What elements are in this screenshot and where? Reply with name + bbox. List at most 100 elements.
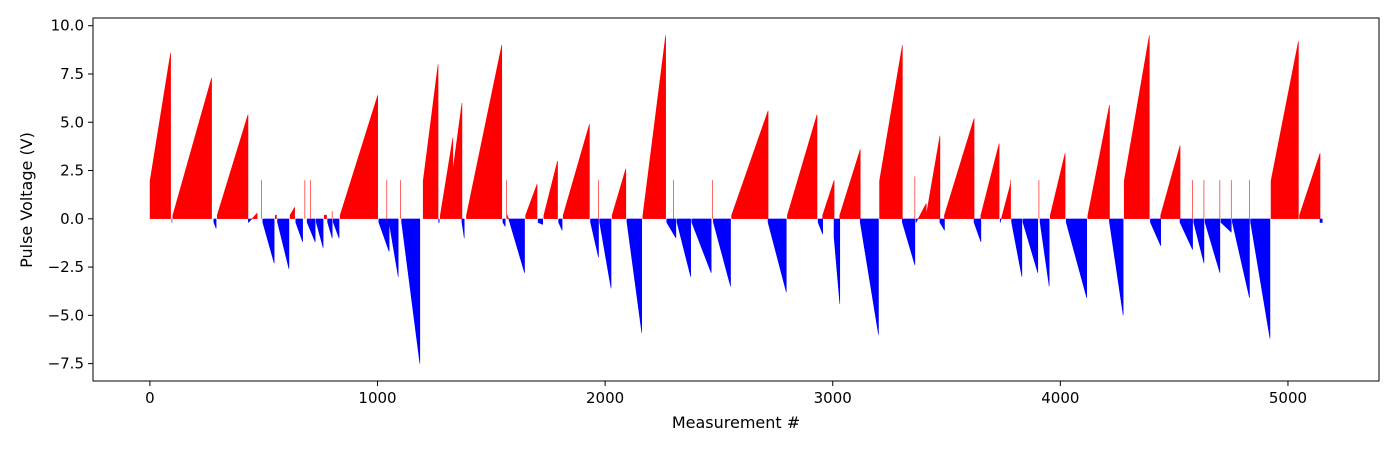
x-tick-label: 5000 (1269, 389, 1307, 407)
data-bar (1064, 153, 1066, 219)
data-bar (673, 180, 674, 219)
data-bar (1037, 218, 1039, 273)
data-bar (561, 218, 563, 231)
data-bar (386, 180, 388, 219)
data-bar (1298, 41, 1299, 219)
data-bar (542, 218, 544, 225)
data-bar (944, 218, 945, 231)
data-bar (914, 176, 916, 219)
data-bar (1086, 218, 1088, 298)
x-tick-label: 3000 (814, 389, 852, 407)
data-bar (397, 218, 399, 277)
y-tick-label: 5.0 (60, 113, 84, 131)
bars-group (149, 35, 1323, 364)
x-axis-ticks: 0 1000 2000 3000 4000 5000 (145, 381, 1307, 407)
data-bar (1048, 218, 1050, 287)
data-bar (859, 149, 861, 219)
data-bar (917, 218, 919, 220)
data-bar (1021, 218, 1023, 277)
data-bar (1230, 180, 1232, 219)
data-bar (1000, 218, 1002, 220)
data-bar (273, 218, 275, 264)
y-tick-label: 2.5 (60, 162, 84, 180)
data-bar (998, 143, 1000, 219)
data-bar (276, 214, 277, 219)
data-bar (589, 124, 590, 219)
data-bar (247, 114, 249, 219)
data-bar (1179, 145, 1181, 219)
data-bar (925, 203, 927, 219)
data-bar (331, 211, 333, 219)
data-bar (1321, 218, 1323, 223)
data-bar (504, 218, 506, 227)
x-axis-label: Measurement # (672, 413, 800, 432)
data-bar (463, 218, 465, 239)
data-bar (1203, 218, 1205, 264)
data-bar (501, 45, 503, 219)
data-bar (1219, 218, 1221, 273)
data-bar (839, 218, 841, 304)
y-tick-label: −7.5 (48, 355, 84, 373)
data-bar (710, 218, 712, 273)
data-bar (833, 180, 835, 219)
data-bar (536, 184, 538, 219)
data-bar (816, 114, 818, 219)
data-bar (1160, 218, 1161, 246)
y-tick-label: 0.0 (60, 210, 84, 228)
x-tick-label: 4000 (1041, 389, 1079, 407)
y-tick-label: 7.5 (60, 65, 84, 83)
data-bar (1249, 218, 1250, 298)
data-bar (388, 218, 390, 252)
data-bar (506, 180, 507, 219)
data-bar (256, 213, 258, 219)
data-bar (902, 45, 903, 219)
data-bar (314, 218, 316, 242)
data-bar (419, 218, 421, 364)
data-bar (331, 218, 333, 239)
data-bar (973, 118, 975, 219)
y-tick-label: −5.0 (48, 306, 84, 324)
x-tick-label: 0 (145, 389, 155, 407)
data-bar (1203, 180, 1205, 219)
data-bar (939, 135, 941, 219)
data-bar (730, 218, 731, 287)
data-bar (1038, 180, 1040, 219)
data-bar (524, 218, 525, 273)
data-bar (1122, 218, 1124, 316)
data-bar (1109, 104, 1110, 219)
data-bar (1192, 218, 1193, 250)
data-bar (690, 218, 691, 277)
data-bar (822, 218, 823, 235)
data-bar (437, 64, 439, 219)
y-axis-ticks: 10.07.55.02.50.0−2.5−5.0−7.5 (48, 17, 93, 373)
data-bar (785, 218, 787, 293)
data-bar (711, 180, 713, 219)
data-bar (170, 52, 171, 219)
data-bar (557, 160, 558, 219)
data-bar (400, 180, 401, 219)
data-bar (171, 218, 173, 223)
y-tick-label: −2.5 (48, 258, 84, 276)
data-bar (294, 207, 295, 219)
data-bar (610, 218, 612, 289)
data-bar (251, 218, 253, 220)
data-bar (1230, 218, 1232, 233)
data-bar (1010, 180, 1011, 219)
data-bar (665, 35, 666, 219)
data-bar (1192, 180, 1193, 219)
x-tick-label: 1000 (358, 389, 396, 407)
data-bar (304, 180, 306, 219)
plot-frame (92, 17, 1380, 382)
data-bar (310, 180, 311, 219)
data-bar (878, 218, 879, 335)
data-bar (438, 218, 440, 223)
data-bar (461, 102, 463, 219)
data-bar (377, 95, 378, 219)
data-bar (261, 180, 262, 219)
data-bar (508, 218, 509, 219)
data-bar (302, 218, 303, 242)
data-bar (211, 77, 212, 219)
data-bar (598, 180, 599, 219)
